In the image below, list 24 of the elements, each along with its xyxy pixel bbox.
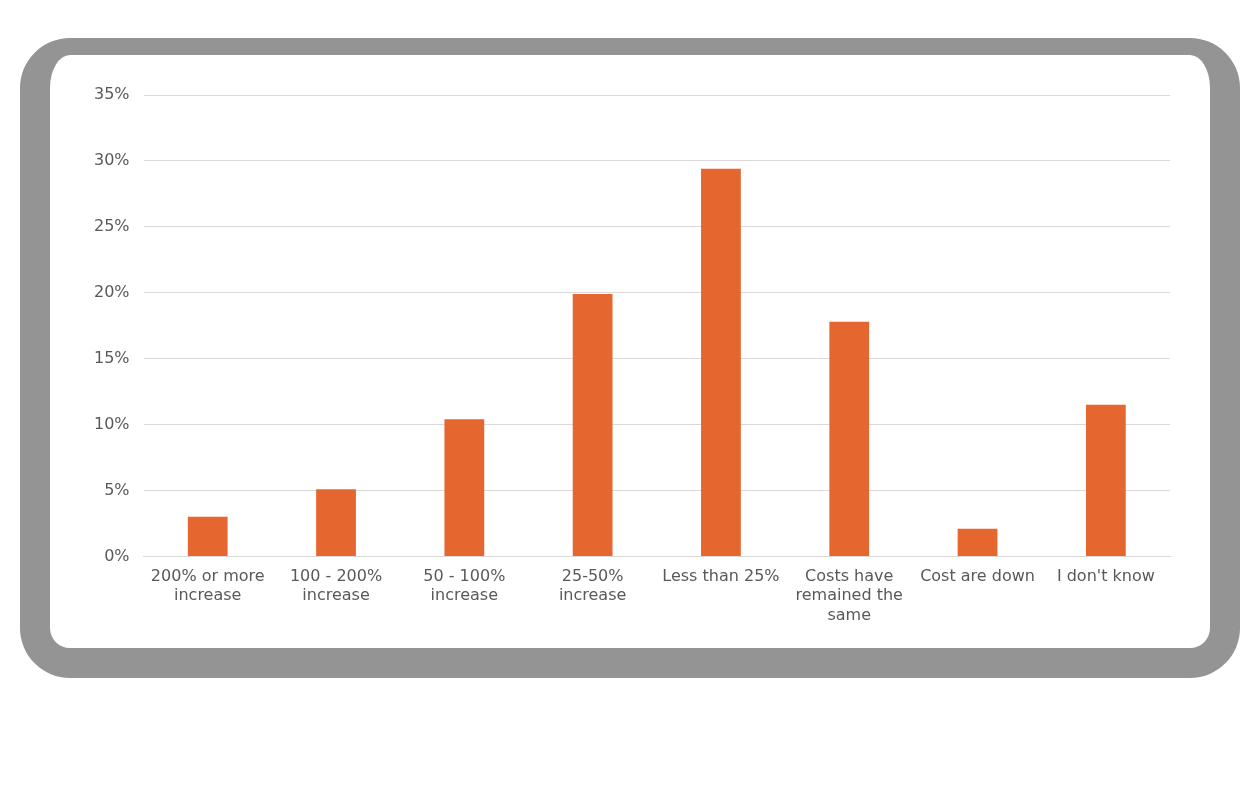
bar (444, 419, 485, 556)
bar (1085, 404, 1126, 556)
y-tick-label: 20% (94, 281, 130, 301)
x-tick-label: I don't know (1056, 566, 1155, 586)
x-tick-label: 50 - 100% increase (423, 566, 506, 605)
y-tick-label: 15% (94, 347, 130, 367)
bar (829, 321, 870, 556)
y-tick-label: 30% (94, 150, 130, 170)
y-tick-label: 0% (104, 545, 130, 565)
x-tick-label: Less than 25% (662, 566, 780, 586)
bar (957, 528, 998, 556)
y-tick-label: 10% (94, 413, 130, 433)
x-tick-label: 100 - 200% increase (289, 566, 383, 605)
bar (316, 489, 356, 556)
y-tick-label: 35% (94, 84, 130, 104)
x-tick-label: 25-50% increase (558, 566, 627, 605)
x-tick-label: 200% or more increase (150, 566, 265, 605)
x-tick-label: Costs have remained the same (795, 566, 903, 624)
bar (572, 294, 613, 556)
y-tick-label: 25% (94, 215, 130, 235)
y-tick-label: 5% (104, 479, 130, 499)
bar (701, 168, 741, 556)
bar (187, 516, 228, 556)
x-tick-label: Cost are down (920, 566, 1035, 586)
